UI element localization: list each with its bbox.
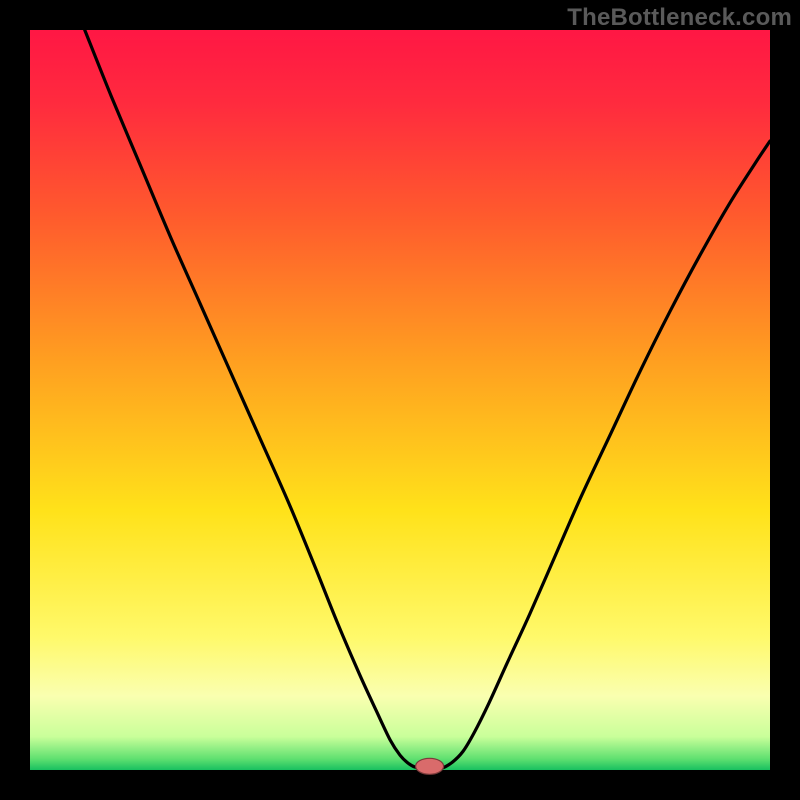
plot-background <box>30 30 770 770</box>
watermark-text: TheBottleneck.com <box>567 4 792 32</box>
chart-container: { "watermark": { "text": "TheBottleneck.… <box>0 0 800 800</box>
bottleneck-chart <box>0 0 800 800</box>
optimal-marker <box>416 758 444 774</box>
